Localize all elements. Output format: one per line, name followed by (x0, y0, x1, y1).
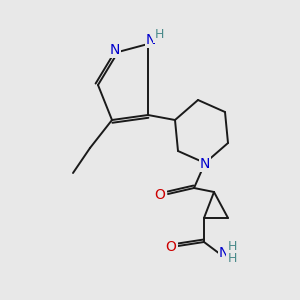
Text: H: H (154, 28, 164, 41)
Text: H: H (227, 253, 237, 266)
Text: O: O (166, 240, 176, 254)
Text: N: N (110, 43, 120, 57)
Text: N: N (146, 33, 156, 47)
Text: N: N (219, 246, 229, 260)
Text: O: O (154, 188, 165, 202)
Text: H: H (227, 241, 237, 254)
Text: N: N (200, 157, 210, 171)
